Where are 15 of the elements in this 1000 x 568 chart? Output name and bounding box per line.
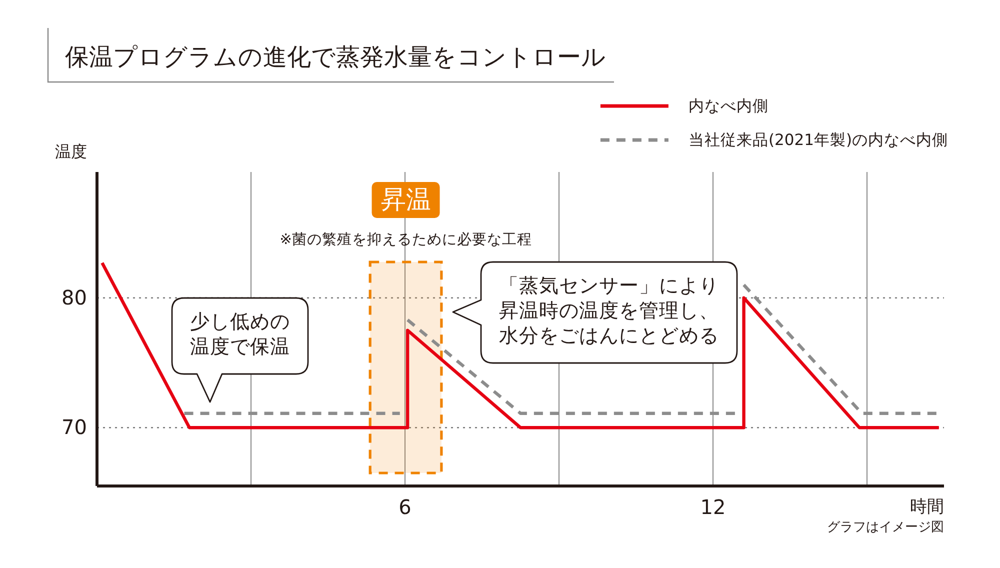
chart-title: 保温プログラムの進化で蒸発水量をコントロール xyxy=(65,43,606,71)
annotation: 少し低めの温度で保温 xyxy=(190,310,290,358)
x-axis-title: 時間 xyxy=(910,497,944,517)
legend-label: 当社従来品(2021年製)の内なべ内側 xyxy=(688,131,948,149)
x-tick-label: 6 xyxy=(398,495,412,520)
y-tick-label: 80 xyxy=(62,285,87,310)
annotation: 「蒸気センサー」により昇温時の温度を管理し、水分をごはんにとどめる xyxy=(499,274,719,347)
y-tick-label: 70 xyxy=(62,415,87,440)
x-tick-label: 12 xyxy=(700,495,726,520)
y-axis-title: 温度 xyxy=(55,142,87,161)
text: グラフはイメージ図 xyxy=(827,520,944,535)
legend-label: 内なべ内側 xyxy=(688,97,768,115)
line-series xyxy=(100,261,940,430)
band-label: 昇温 xyxy=(380,185,431,214)
annotation: ※菌の繁殖を抑えるために必要な工程 xyxy=(280,231,532,248)
